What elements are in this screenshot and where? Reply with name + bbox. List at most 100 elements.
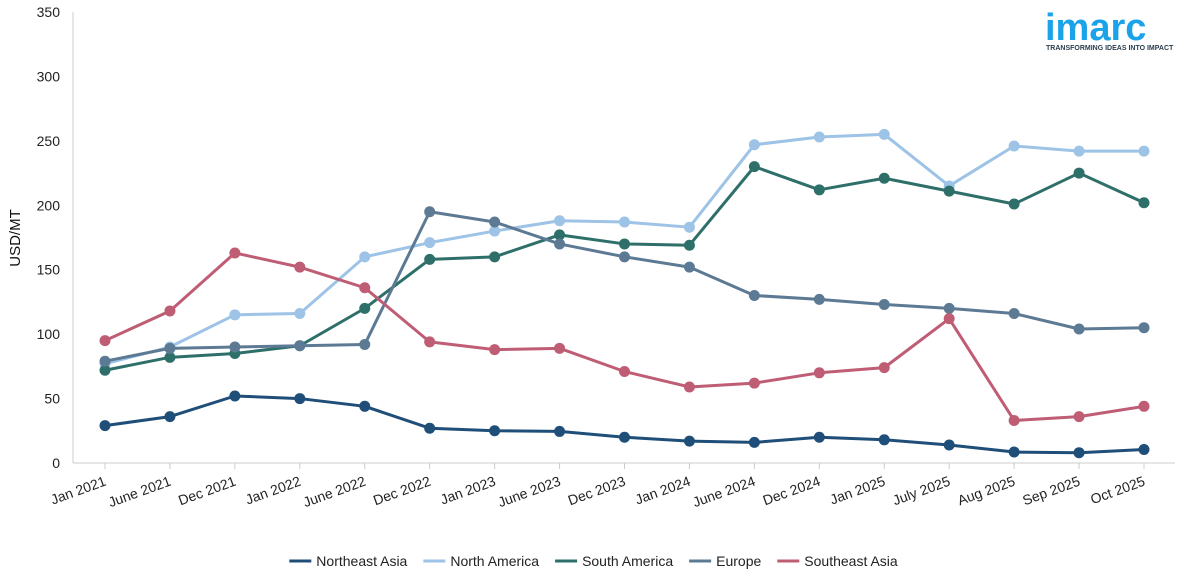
data-point-southeast-asia	[683, 381, 695, 393]
x-tick-label: Jan 2024	[633, 473, 693, 508]
x-tick-label: Jan 2021	[48, 473, 108, 508]
x-tick-label: June 2023	[496, 473, 563, 510]
data-point-northeast-asia	[878, 434, 890, 446]
data-point-southeast-asia	[1073, 411, 1085, 423]
data-point-europe	[554, 238, 566, 250]
series-line-europe	[103, 210, 1146, 363]
data-point-southeast-asia	[943, 313, 955, 325]
data-point-europe	[1073, 323, 1085, 335]
y-tick-label: 0	[52, 455, 60, 471]
x-tick-label: Jan 2022	[243, 473, 303, 508]
data-point-northeast-asia	[943, 439, 955, 451]
y-tick-label: 350	[37, 4, 61, 20]
x-tick-label: Sep 2025	[1020, 473, 1082, 509]
logo-brand: imarc	[1045, 7, 1146, 49]
data-point-europe	[619, 251, 630, 263]
data-point-south-america	[554, 229, 566, 241]
data-point-south-america	[164, 351, 176, 363]
data-point-south-america	[1138, 197, 1150, 209]
data-point-northeast-asia	[229, 390, 241, 402]
legend-label: South America	[582, 553, 673, 569]
data-point-europe	[294, 340, 306, 352]
data-point-southeast-asia	[229, 247, 241, 259]
x-tick-label: Dec 2021	[176, 473, 238, 509]
y-tick-label: 150	[37, 262, 61, 278]
x-tick-label: Dec 2023	[566, 473, 628, 509]
data-point-europe	[164, 342, 176, 354]
data-point-south-america	[1073, 167, 1085, 179]
data-point-southeast-asia	[813, 367, 825, 379]
data-point-south-america	[943, 185, 955, 197]
data-point-southeast-asia	[554, 342, 566, 354]
series-line-south-america	[103, 165, 1146, 372]
x-tick-label: Jan 2025	[828, 473, 888, 508]
legend: Northeast Asia North America South America…	[289, 553, 898, 569]
data-point-northeast-asia	[748, 436, 760, 448]
data-point-southeast-asia	[1138, 400, 1150, 412]
y-tick-label: 250	[37, 133, 61, 149]
y-axis-label: USD/MT	[7, 209, 24, 267]
series-northeast-asia	[99, 390, 1150, 459]
data-point-southeast-asia	[99, 335, 111, 347]
series-europe	[99, 206, 1150, 367]
data-point-northeast-asia	[294, 393, 306, 405]
data-point-north-america	[294, 308, 306, 320]
y-tick-label: 200	[37, 197, 61, 213]
x-tick-label: Dec 2024	[761, 473, 823, 509]
data-point-northeast-asia	[489, 425, 501, 437]
data-point-southeast-asia	[748, 377, 760, 389]
legend-label: Northeast Asia	[316, 553, 407, 569]
legend-item-europe: Europe	[689, 553, 761, 569]
data-point-europe	[943, 302, 955, 314]
data-point-south-america	[1008, 198, 1020, 210]
data-point-north-america	[489, 225, 501, 237]
data-point-southeast-asia	[359, 282, 371, 294]
data-point-europe	[878, 299, 890, 311]
legend-item-south-america: South America	[555, 553, 673, 569]
data-point-europe	[99, 355, 111, 367]
logo-tagline: TRANSFORMING IDEAS INTO IMPACT	[1046, 45, 1174, 52]
data-point-southeast-asia	[619, 366, 630, 378]
x-tick-label: Jan 2023	[438, 473, 498, 508]
data-point-southeast-asia	[164, 305, 176, 317]
data-point-north-america	[359, 251, 371, 263]
data-point-southeast-asia	[489, 344, 501, 356]
data-point-south-america	[813, 184, 825, 196]
data-point-south-america	[748, 161, 760, 173]
legend-label: Europe	[716, 553, 761, 569]
data-point-europe	[1008, 308, 1020, 320]
data-point-north-america	[748, 139, 760, 151]
series-layer	[99, 128, 1150, 459]
y-tick-label: 100	[37, 326, 61, 342]
data-point-northeast-asia	[164, 411, 176, 423]
legend-item-southeast-asia: Southeast Asia	[777, 553, 898, 569]
data-point-europe	[424, 206, 436, 218]
x-tick-label: Dec 2022	[371, 473, 433, 509]
x-tick-label: June 2022	[301, 473, 368, 510]
data-point-europe	[229, 341, 241, 353]
data-point-south-america	[359, 302, 371, 314]
series-southeast-asia	[99, 247, 1150, 426]
data-point-north-america	[424, 237, 436, 249]
data-point-northeast-asia	[99, 420, 111, 432]
legend-item-north-america: North America	[423, 553, 539, 569]
data-point-north-america	[554, 215, 566, 227]
data-point-europe	[1138, 322, 1150, 334]
data-point-south-america	[489, 251, 501, 263]
data-point-south-america	[99, 364, 111, 376]
data-point-europe	[359, 338, 371, 350]
data-point-europe	[748, 289, 760, 301]
data-point-northeast-asia	[1073, 447, 1085, 459]
data-point-north-america	[1008, 140, 1020, 152]
data-point-europe	[813, 293, 825, 305]
x-tick-label: June 2021	[106, 473, 173, 510]
data-point-northeast-asia	[813, 431, 825, 443]
data-point-northeast-asia	[554, 425, 566, 437]
x-tick-label: July 2025	[890, 473, 952, 509]
legend-label: Southeast Asia	[804, 553, 898, 569]
x-tick-label: Aug 2025	[955, 473, 1017, 509]
data-point-southeast-asia	[294, 261, 306, 273]
data-point-northeast-asia	[424, 422, 436, 434]
